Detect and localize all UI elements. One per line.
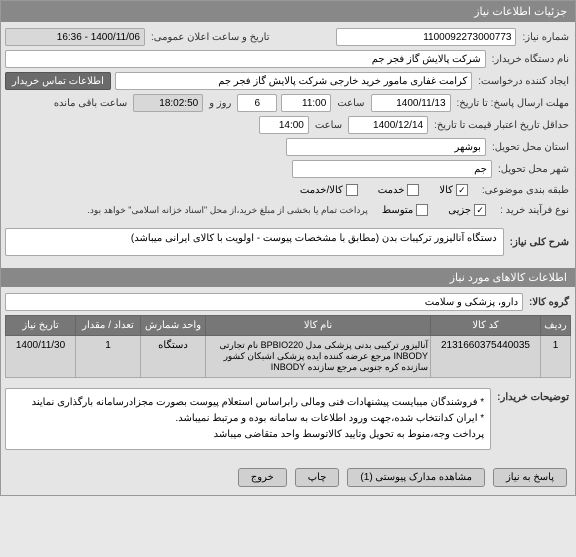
notes-field: * فروشندگان میبایست پیشنهادات فنی ومالی … (5, 388, 491, 450)
cb-goods-label: کالا (439, 185, 453, 196)
cell-name: آنالیزور ترکیبی بدنی پزشکی مدل BPBIO220 … (206, 336, 431, 378)
cell-code: 2131660375440035 (431, 336, 541, 378)
deadline-date-field: 1400/11/13 (371, 94, 451, 112)
process-note: پرداخت تمام یا بخشی از مبلغ خرید،از محل … (85, 205, 369, 216)
th-name: نام کالا (206, 316, 431, 336)
need-no-label: شماره نیاز: (520, 32, 571, 43)
th-row: ردیف (541, 316, 571, 336)
city-field: جم (292, 160, 492, 178)
table-row[interactable]: 1 2131660375440035 آنالیزور ترکیبی بدنی … (6, 336, 571, 378)
cb-partial-label: جزیی (448, 205, 471, 216)
creator-label: ایجاد کننده درخواست: (476, 76, 571, 87)
th-qty: تعداد / مقدار (76, 316, 141, 336)
time-remaining-field: 18:02:50 (133, 94, 203, 112)
province-label: استان محل تحویل: (490, 142, 571, 153)
checkbox-icon: ✓ (456, 184, 468, 196)
time-label-1: ساعت (335, 98, 366, 109)
cb-medium[interactable]: متوسط (382, 204, 428, 216)
cb-partial[interactable]: ✓ جزیی (448, 204, 486, 216)
buyer-label: نام دستگاه خریدار: (490, 54, 571, 65)
goods-section-header: اطلاعات کالاهای مورد نیاز (1, 268, 575, 287)
main-container: جزئیات اطلاعات نیاز شماره نیاز: 11000922… (0, 0, 576, 496)
goods-table: ردیف کد کالا نام کالا واحد شمارش تعداد /… (5, 315, 571, 378)
goods-area: گروه کالا: دارو، پزشکی و سلامت ردیف کد ک… (1, 287, 575, 460)
process-label: نوع فرآیند خرید : (498, 205, 571, 216)
group-label: گروه کالا: (527, 297, 571, 308)
checkbox-icon (346, 184, 358, 196)
table-header-row: ردیف کد کالا نام کالا واحد شمارش تعداد /… (6, 316, 571, 336)
cell-qty: 1 (76, 336, 141, 378)
print-button[interactable]: چاپ (295, 468, 340, 487)
group-field: دارو، پزشکی و سلامت (5, 293, 523, 311)
cb-goods[interactable]: ✓ کالا (439, 184, 468, 196)
need-no-field: 1100092273000773 (336, 28, 516, 46)
th-unit: واحد شمارش (141, 316, 206, 336)
validity-label: حداقل تاریخ اعتبار قیمت تا تاریخ: (432, 120, 571, 131)
goods-section-title: اطلاعات کالاهای مورد نیاز (450, 272, 567, 284)
announce-label: تاریخ و ساعت اعلان عمومی: (149, 32, 272, 43)
checkbox-icon: ✓ (474, 204, 486, 216)
checkbox-icon (416, 204, 428, 216)
remaining-label: ساعت باقی مانده (52, 98, 129, 109)
contact-button[interactable]: اطلاعات تماس خریدار (5, 72, 111, 90)
exit-button[interactable]: خروج (238, 468, 287, 487)
notes-label: توضیحات خریدار: (495, 388, 571, 403)
deadline-time-field: 11:00 (281, 94, 331, 112)
classification-label: طبقه بندی موضوعی: (480, 185, 571, 196)
process-checkboxes: ✓ جزیی متوسط (374, 202, 494, 218)
cb-service-label: خدمت (378, 185, 405, 196)
page-header: جزئیات اطلاعات نیاز (1, 1, 575, 22)
time-label-2: ساعت (313, 120, 344, 131)
need-desc-field: دستگاه آنالیزور ترکیبات بدن (مطابق با مش… (5, 228, 504, 256)
day-label: روز و (207, 98, 233, 109)
buyer-field: شرکت پالایش گاز فجر جم (5, 50, 486, 68)
th-date: تاریخ نیاز (6, 316, 76, 336)
cb-medium-label: متوسط (382, 205, 413, 216)
days-remaining-field: 6 (237, 94, 277, 112)
need-desc-label: شرح کلی نیاز: (508, 237, 571, 248)
province-field: بوشهر (286, 138, 486, 156)
classification-checkboxes: ✓ کالا خدمت کالا/خدمت (292, 182, 476, 198)
reply-button[interactable]: پاسخ به نیاز (493, 468, 567, 487)
cb-goods-service[interactable]: کالا/خدمت (300, 184, 358, 196)
validity-date-field: 1400/12/14 (348, 116, 428, 134)
validity-time-field: 14:00 (259, 116, 309, 134)
cb-service[interactable]: خدمت (378, 184, 420, 196)
city-label: شهر محل تحویل: (496, 164, 571, 175)
th-code: کد کالا (431, 316, 541, 336)
cell-date: 1400/11/30 (6, 336, 76, 378)
form-area: شماره نیاز: 1100092273000773 تاریخ و ساع… (1, 22, 575, 266)
announce-field: 1400/11/06 - 16:36 (5, 28, 145, 46)
deadline-label: مهلت ارسال پاسخ: تا تاریخ: (455, 98, 571, 109)
cb-goods-service-label: کالا/خدمت (300, 185, 343, 196)
cell-unit: دستگاه (141, 336, 206, 378)
cell-row: 1 (541, 336, 571, 378)
checkbox-icon (407, 184, 419, 196)
page-title: جزئیات اطلاعات نیاز (474, 6, 567, 18)
attachments-button[interactable]: مشاهده مدارک پیوستی (1) (347, 468, 485, 487)
creator-field: کرامت غفاری مامور خرید خارجی شرکت پالایش… (115, 72, 472, 90)
footer-buttons: پاسخ به نیاز مشاهده مدارک پیوستی (1) چاپ… (1, 460, 575, 495)
